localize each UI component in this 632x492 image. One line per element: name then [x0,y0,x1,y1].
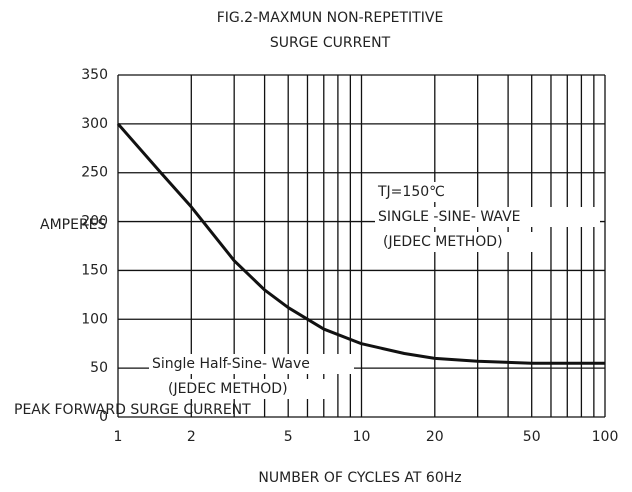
x-tick-label: 2 [187,429,196,445]
chart-title: FIG.2-MAXMUN NON-REPETITIVE [217,10,444,26]
annotation-bg [375,207,600,227]
annotation: TJ=150℃ [377,184,445,200]
annotation-bg [375,182,465,202]
annotation-bg [165,379,325,399]
x-tick-label: 50 [523,429,541,445]
y-tick-label: 0 [99,409,108,425]
y-tick-label: 200 [81,214,108,230]
x-tick-label: 20 [426,429,444,445]
annotation: (JEDEC METHOD) [168,381,288,397]
x-tick-label: 10 [353,429,371,445]
y-tick-label: 250 [81,165,108,181]
y-tick-label: 300 [81,116,108,132]
x-tick-label: 5 [284,429,293,445]
y-axis-label: PEAK FORWARD SURGE CURRENT [14,402,251,418]
annotation: SINGLE -SINE- WAVE [378,209,521,225]
chart-title: SURGE CURRENT [270,35,391,51]
x-axis-label: NUMBER OF CYCLES AT 60Hz [258,470,461,486]
y-tick-label: 350 [81,67,108,83]
y-tick-label: 100 [81,311,108,327]
x-tick-label: 100 [592,429,619,445]
annotation: Single Half-Sine- Wave [152,356,310,372]
data-line [116,122,605,365]
y-tick-label: 50 [90,360,108,376]
y-tick-label: 150 [81,262,108,278]
annotation-bg [380,232,540,252]
annotation-bg [149,354,354,374]
x-tick-label: 1 [114,429,123,445]
y-axis-label: AMPERES [40,217,107,233]
annotation: (JEDEC METHOD) [383,234,503,250]
